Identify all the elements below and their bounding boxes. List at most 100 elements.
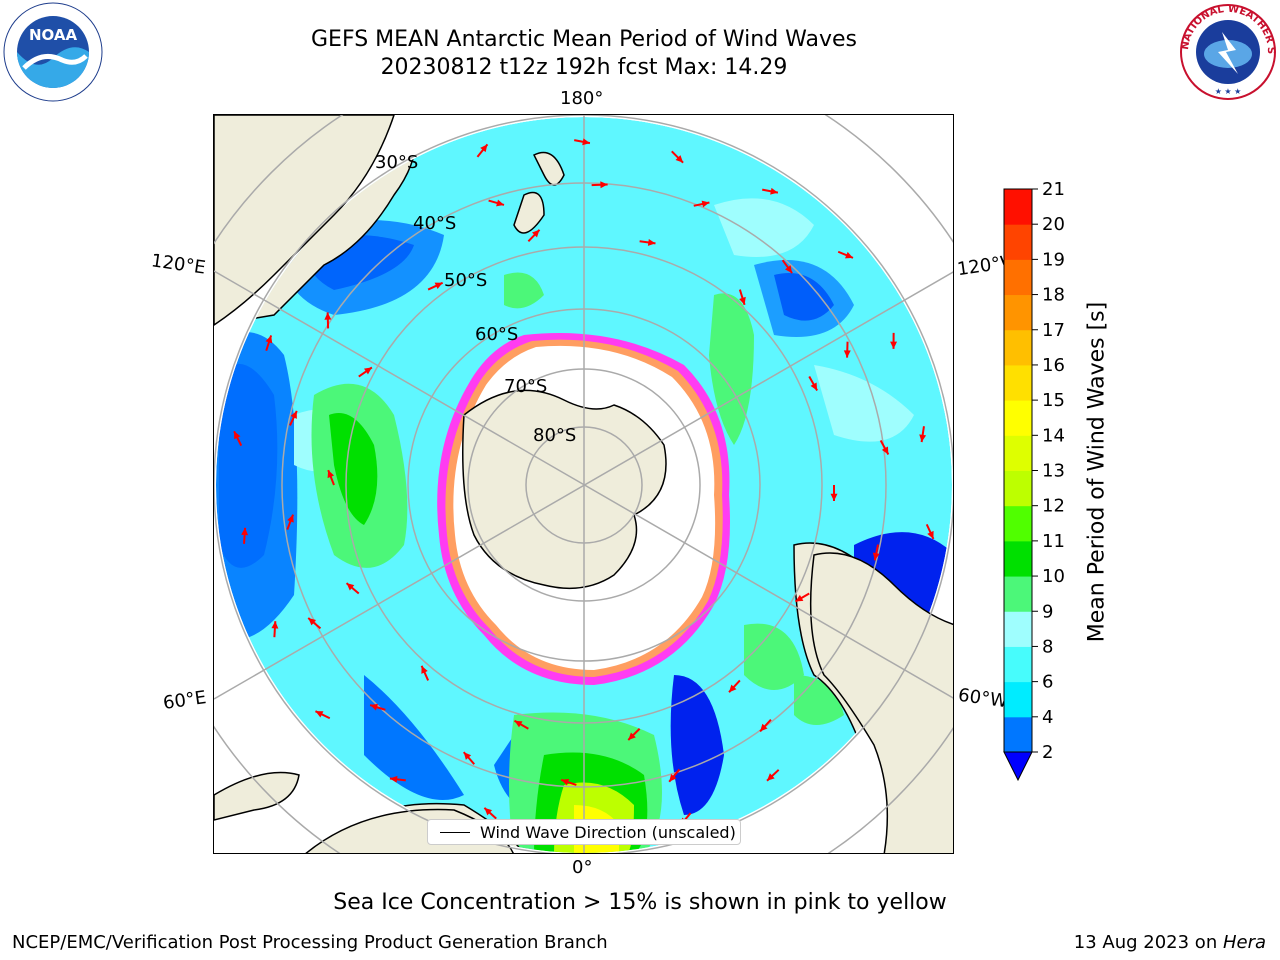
colorbar-bin (1004, 576, 1032, 612)
colorbar-tick-label: 13 (1042, 461, 1065, 482)
wind-wave-arrowhead (514, 720, 523, 728)
wind-wave-arrowhead (484, 807, 493, 816)
lon-label-120e: 120°E (149, 250, 207, 279)
wind-wave-arrowhead (496, 199, 504, 207)
colorbar-bin (1004, 505, 1032, 542)
colorbar-bin (1004, 259, 1032, 296)
lat-label-80s: 80°S (533, 425, 577, 446)
wind-wave-arrowhead (600, 181, 608, 189)
wind-wave-arrowhead (241, 527, 249, 536)
wind-wave-arrowhead (324, 312, 332, 320)
lat-label-40s: 40°S (413, 213, 457, 234)
wind-wave-arrowhead (872, 552, 880, 561)
map-legend: Wind Wave Direction (unscaled) (427, 819, 741, 845)
colorbar-tick-label: 19 (1042, 249, 1065, 270)
colorbar-bin (1004, 646, 1032, 683)
host-name: Hera (1222, 932, 1266, 953)
colorbar: 2 4 6 8 9 10 11 12 13 14 15 16 17 18 19 20 21 (1003, 180, 1065, 782)
wind-wave-arrowhead (265, 335, 273, 344)
legend-label: Wind Wave Direction (unscaled) (480, 822, 736, 842)
wind-wave-arrowhead (927, 530, 934, 539)
colorbar-bin (1004, 470, 1032, 507)
wind-wave-arrowhead (346, 583, 355, 591)
colorbar-bin (1004, 611, 1032, 647)
colorbar-bin (1004, 400, 1032, 436)
wind-wave-arrowhead (287, 514, 294, 523)
wind-wave-arrowhead (830, 493, 838, 501)
wind-wave-arrowhead (582, 138, 590, 146)
wind-wave-arrowhead (675, 155, 684, 163)
lon-label-60e: 60°E (161, 687, 208, 714)
wind-wave-arrowhead (669, 773, 677, 782)
colorbar-tick-label: 20 (1042, 214, 1065, 235)
polar-map: 30°S 40°S 50°S 60°S 70°S 80°S (213, 114, 954, 854)
colorbar-bin (1004, 540, 1032, 577)
colorbar-tick-label: 21 (1042, 180, 1065, 200)
colorbar-tick-label: 9 (1042, 601, 1053, 622)
colorbar-tick-label: 10 (1042, 566, 1065, 587)
wind-wave-arrowhead (327, 470, 335, 479)
date-text: 13 Aug 2023 on (1073, 932, 1223, 953)
wind-wave-arrowhead (290, 410, 297, 419)
wind-wave-arrowhead (795, 594, 804, 602)
wind-wave-arrowhead (480, 144, 488, 153)
wind-wave-arrowhead (234, 431, 241, 440)
colorbar-tick-label: 18 (1042, 285, 1065, 306)
lon-label-180: 180° (560, 88, 604, 109)
legend-line-icon (440, 831, 470, 833)
lat-label-30s: 30°S (375, 152, 419, 173)
wind-wave-arrowhead (421, 665, 428, 674)
colorbar-bin (1004, 681, 1032, 718)
colorbar-tick-label: 2 (1042, 742, 1053, 763)
new-zealand-south (513, 191, 545, 234)
wind-wave-arrowhead (785, 265, 793, 274)
colorbar-tick-label: 14 (1042, 425, 1065, 446)
colorbar-tick-label: 15 (1042, 390, 1065, 411)
wind-wave-arrowhead (561, 778, 570, 786)
wind-wave-arrowhead (739, 296, 746, 305)
wind-wave-arrowhead (770, 187, 778, 195)
wind-wave-arrowhead (628, 732, 636, 740)
colorbar-tick-label: 16 (1042, 355, 1065, 376)
nws-logo-icon: NATIONAL WEATHER SERVICE ★ ★ ★ (1178, 2, 1276, 100)
wind-wave-arrows (233, 138, 935, 831)
colorbar-bin (1004, 294, 1032, 331)
chart-subtitle: 20230812 t12z 192h fcst Max: 14.29 (380, 55, 788, 80)
colorbar-tick-label: 8 (1042, 636, 1053, 657)
noaa-logo-text: NOAA (29, 26, 78, 44)
wind-wave-arrowhead (434, 282, 443, 289)
wind-wave-arrowhead (308, 618, 316, 626)
wind-wave-arrowhead (810, 382, 818, 391)
wind-wave-arrowhead (845, 251, 854, 259)
colorbar-bin (1004, 364, 1032, 401)
wind-wave-arrowhead (531, 229, 540, 238)
date-line: 13 Aug 2023 on Hera (1074, 932, 1266, 953)
lat-label-60s: 60°S (475, 324, 519, 345)
colorbar-bin (1004, 435, 1032, 471)
lon-label-0: 0° (572, 857, 593, 878)
colorbar-bin (1004, 189, 1032, 225)
sea-ice-note: Sea Ice Concentration > 15% is shown in … (333, 890, 947, 915)
wind-wave-arrowhead (364, 367, 372, 375)
colorbar-bin (1004, 716, 1032, 753)
wind-wave-arrowhead (647, 239, 656, 246)
colorbar-label: Mean Period of Wind Waves [s] (1084, 301, 1110, 643)
wind-wave-arrowhead (315, 711, 324, 718)
colorbar-tick-label: 17 (1042, 320, 1065, 341)
svg-text:★ ★ ★: ★ ★ ★ (1215, 87, 1242, 96)
wind-wave-arrowhead (843, 350, 851, 358)
wind-wave-arrowhead (370, 703, 379, 711)
credit-line: NCEP/EMC/Verification Post Processing Pr… (12, 932, 608, 953)
colorbar-bin (1004, 329, 1032, 366)
chart-title: GEFS MEAN Antarctic Mean Period of Wind … (311, 27, 857, 52)
wind-wave-arrowhead (729, 684, 737, 693)
colorbar-tick-label: 12 (1042, 496, 1065, 517)
wind-wave-arrowhead (881, 446, 889, 455)
wind-wave-arrowhead (271, 621, 279, 629)
lat-label-70s: 70°S (504, 376, 548, 397)
colorbar-tick-label: 4 (1042, 707, 1053, 728)
wind-wave-arrowhead (767, 773, 775, 781)
colorbar-tick-label: 11 (1042, 531, 1065, 552)
wind-wave-arrowhead (463, 752, 472, 760)
wind-wave-arrowhead (701, 200, 710, 208)
